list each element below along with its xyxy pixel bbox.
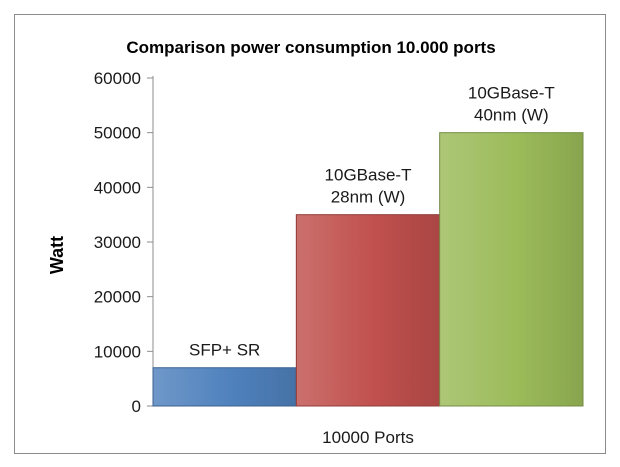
y-tick-label: 20000: [94, 288, 141, 307]
bar-data-label: 40nm (W): [474, 106, 549, 125]
plot-area: 0 10000 20000 30000 40000 50000 60000 SFP+ SR 10…: [94, 69, 584, 416]
bar-2: [295, 214, 441, 407]
x-category-label: 10000 Ports: [322, 428, 414, 447]
y-tick-label: 0: [132, 397, 141, 416]
chart-title: Comparison power consumption 10.000 port…: [126, 38, 495, 57]
bar-data-label: 10GBase-T: [468, 84, 555, 103]
bar-chart: Comparison power consumption 10.000 port…: [47, 38, 584, 447]
y-tick-label: 30000: [94, 233, 141, 252]
y-tick-label: 60000: [94, 69, 141, 88]
bar-data-label: SFP+ SR: [189, 341, 260, 360]
bar-1: [152, 367, 297, 407]
chart-area: Comparison power consumption 10.000 port…: [14, 14, 606, 454]
bar-3: [439, 132, 584, 407]
y-tick-label: 40000: [94, 178, 141, 197]
bar-data-label: 10GBase-T: [325, 166, 412, 185]
y-tick-label: 10000: [94, 342, 141, 361]
y-tick-label: 50000: [94, 124, 141, 143]
bar-data-label: 28nm (W): [331, 188, 406, 207]
y-axis-label: Watt: [47, 236, 67, 274]
